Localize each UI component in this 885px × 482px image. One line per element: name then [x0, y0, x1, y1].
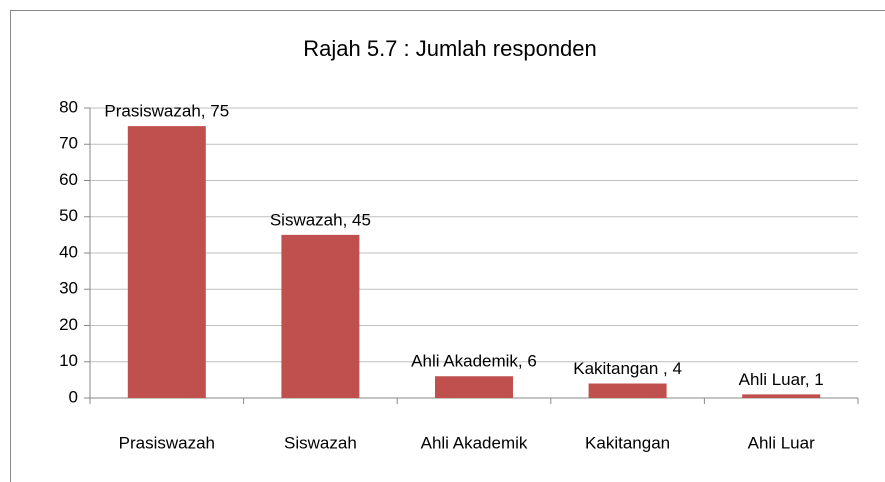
data-label: Kakitangan , 4: [573, 359, 682, 378]
bar: [435, 376, 513, 398]
y-tick-label: 70: [59, 134, 78, 153]
x-tick-label: Prasiswazah: [119, 433, 215, 452]
bar: [281, 234, 360, 398]
bar: [742, 394, 821, 398]
data-label: Prasiswazah, 75: [104, 102, 229, 121]
data-label: Ahli Luar, 1: [739, 370, 824, 389]
y-tick-label: 60: [59, 170, 78, 189]
x-tick-label: Ahli Luar: [748, 433, 815, 452]
bar: [588, 383, 667, 398]
data-label: Ahli Akademik, 6: [411, 352, 537, 371]
y-tick-label: 80: [59, 97, 78, 116]
y-tick-label: 20: [59, 315, 78, 334]
y-tick-label: 40: [59, 242, 78, 261]
chart-title: Rajah 5.7 : Jumlah responden: [303, 36, 597, 61]
y-tick-label: 10: [59, 351, 78, 370]
x-tick-label: Ahli Akademik: [421, 433, 528, 452]
x-tick-label: Siswazah: [284, 433, 357, 452]
bar: [127, 126, 206, 398]
y-tick-label: 0: [69, 387, 78, 406]
y-tick-label: 50: [59, 206, 78, 225]
y-tick-label: 30: [59, 279, 78, 298]
data-label: Siswazah, 45: [270, 210, 371, 229]
x-tick-label: Kakitangan: [585, 433, 670, 452]
